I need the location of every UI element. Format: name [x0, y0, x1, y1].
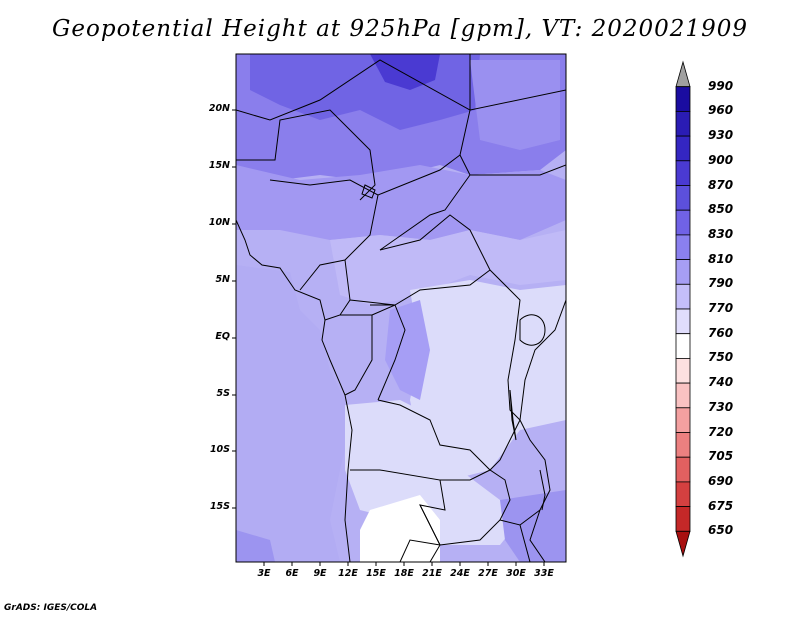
- lon-ticks: [263, 562, 545, 566]
- border-niger-chad: [236, 54, 471, 121]
- colorbar-swatch: [675, 407, 691, 433]
- colorbar-swatch: [675, 506, 691, 532]
- border-zambia: [439, 469, 511, 546]
- coastline-east: [519, 299, 566, 562]
- lon-label-33e: 33E: [534, 568, 554, 579]
- colorbar-swatch: [675, 357, 691, 384]
- lon-label-12e: 12E: [338, 568, 358, 579]
- colorbar-label: 730: [708, 399, 734, 414]
- map-frame: [235, 53, 567, 563]
- lake-chad: [361, 184, 376, 199]
- colorbar-label: 900: [708, 152, 734, 167]
- field-namibia-white: [360, 495, 440, 562]
- border-sudan: [459, 89, 566, 176]
- colorbar-label: 850: [708, 202, 734, 217]
- border-cameroon: [324, 259, 396, 321]
- colorbar-swatch: [675, 111, 691, 137]
- border-gabon-congo: [340, 304, 406, 401]
- lon-label-24e: 24E: [450, 568, 470, 579]
- field-ocean-west: [236, 265, 350, 562]
- colorbar-swatch: [675, 283, 691, 310]
- lon-label-3e: 3E: [257, 568, 271, 579]
- lon-label-15e: 15E: [366, 568, 386, 579]
- border-botswana: [399, 504, 441, 562]
- field-congo-mid: [385, 300, 430, 400]
- colorbar-label: 740: [708, 375, 734, 390]
- colorbar-swatch: [675, 382, 691, 409]
- lon-label-30e: 30E: [506, 568, 526, 579]
- colorbar-swatch: [675, 481, 691, 507]
- lat-label-20n: 20N: [208, 103, 230, 114]
- lon-label-21e: 21E: [422, 568, 442, 579]
- colorbar-swatch: [675, 234, 691, 260]
- lon-label-9e: 9E: [313, 568, 327, 579]
- colorbar-label: 770: [708, 301, 734, 315]
- lon-label-27e: 27E: [478, 568, 498, 579]
- lat-label-10n: 10N: [208, 217, 230, 228]
- colorbar-arrow-top: [675, 60, 691, 88]
- field-north-darkest: [370, 54, 440, 90]
- colorbar-swatch: [675, 259, 691, 285]
- colorbar-label: 750: [708, 350, 734, 365]
- lake-malawi: [539, 469, 546, 511]
- lat-label-5n: 5N: [215, 274, 230, 285]
- colorbar-swatch: [675, 86, 691, 112]
- border-nigeria: [269, 179, 379, 291]
- border-sahel: [236, 109, 376, 201]
- lon-label-6e: 6E: [285, 568, 299, 579]
- colorbar-label: 990: [708, 78, 734, 93]
- field-sw-dark: [236, 530, 275, 562]
- lon-label-18e: 18E: [394, 568, 414, 579]
- colorbar-swatch: [675, 209, 691, 236]
- colorbar-label: 650: [708, 523, 734, 538]
- colorbar-swatch: [675, 185, 691, 211]
- field-east-patch: [470, 60, 560, 150]
- colorbar-swatch: [675, 456, 691, 483]
- colorbar-label: 760: [708, 325, 734, 340]
- field-congo-light: [410, 280, 566, 480]
- colorbar-swatch: [675, 160, 691, 186]
- colorbar-label: 930: [708, 128, 734, 143]
- colorbar-swatch: [675, 308, 691, 335]
- colorbar-arrow-bottom: [675, 530, 691, 558]
- lat-label-15n: 15N: [208, 160, 230, 171]
- lat-ticks: [232, 109, 236, 509]
- colorbar-label: 705: [708, 449, 734, 464]
- lat-label-eq: EQ: [215, 331, 230, 342]
- lat-label-15s: 15S: [209, 501, 230, 512]
- height-field: [236, 54, 566, 562]
- lat-label-10s: 10S: [209, 444, 230, 455]
- colorbar-label: 790: [708, 276, 734, 291]
- border-mozambique: [499, 509, 541, 562]
- colorbar-label: 870: [708, 177, 734, 192]
- colorbar: [675, 60, 691, 558]
- lake-tanganyika: [509, 389, 517, 441]
- colorbar-label: 960: [708, 103, 734, 118]
- borders: [236, 54, 566, 562]
- colorbar-label: 810: [708, 251, 734, 266]
- colorbar-label: 690: [708, 473, 734, 488]
- border-drc-south: [377, 399, 521, 471]
- colorbar-swatch: [675, 432, 691, 458]
- field-se-dark: [500, 490, 566, 562]
- colorbar-swatch: [675, 333, 691, 359]
- colorbar-label: 720: [708, 424, 734, 439]
- lake-victoria: [519, 314, 546, 346]
- field-central: [330, 230, 566, 305]
- colorbar-label: 675: [708, 498, 734, 513]
- chart-title: Geopotential Height at 925hPa [gpm], VT:…: [52, 16, 748, 42]
- lat-label-5s: 5S: [216, 388, 230, 399]
- colorbar-label: 830: [708, 226, 734, 241]
- colorbar-swatch: [675, 135, 691, 162]
- grads-credit: GrADS: IGES/COLA: [4, 603, 98, 613]
